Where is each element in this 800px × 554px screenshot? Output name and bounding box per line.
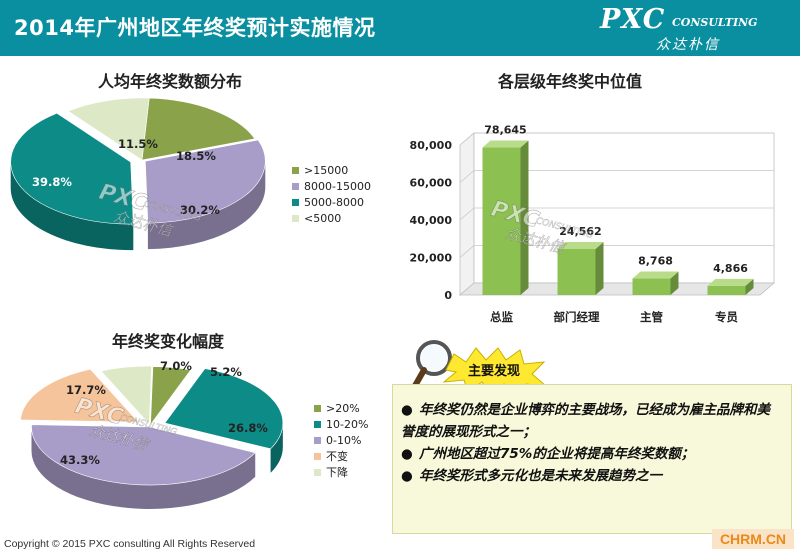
legend-label-1: 8000-15000 [304, 180, 371, 193]
pie-slice-0 [141, 97, 256, 161]
pie-label-2: 43.3% [60, 453, 100, 467]
bar-value-label: 8,768 [638, 255, 673, 268]
y-tick-label: 20,000 [410, 252, 453, 265]
bar-top-3 [707, 278, 754, 286]
pie-label-0: 5.2% [210, 365, 242, 379]
bar-2 [632, 278, 671, 295]
pie-slice-side [10, 162, 134, 251]
findings-badge-label: 主要发现 [468, 363, 520, 379]
header-bar: 2014年广州地区年终奖预计实施情况 PXC CONSULTING 众达朴信 [0, 0, 800, 56]
pie2-title: 年终奖变化幅度 [112, 332, 225, 351]
pie-slice-0 [150, 366, 192, 426]
y-tick-label: 0 [444, 289, 452, 302]
bar-1 [557, 248, 596, 295]
bar-side-1 [595, 241, 604, 295]
pie-slice-side [270, 423, 283, 473]
legend-label-0: >15000 [304, 164, 348, 177]
legend-label-2: 5000-8000 [304, 196, 364, 209]
bar-side-0 [520, 140, 529, 295]
bar-value-label: 4,866 [713, 262, 748, 275]
gridline [459, 170, 774, 183]
bar-value-label: 78,645 [484, 124, 526, 137]
legend-label-3: <5000 [304, 212, 341, 225]
y-tick-label: 80,000 [410, 139, 453, 152]
finding-item: ● 年终奖仍然是企业博弈的主要战场，已经成为雇主品牌和美誉度的展现形式之一； [401, 399, 783, 443]
gridline [459, 207, 774, 221]
legend-swatch-2 [292, 199, 299, 206]
bar-title: 各层级年终奖中位值 [498, 72, 643, 91]
legend-swatch-1 [292, 183, 299, 190]
brand-sub: CONSULTING [672, 16, 758, 29]
legend-swatch-0 [314, 405, 321, 412]
pie-chart-bonus-amount: 18.5% 30.2% 39.8% 11.5% >15000 8000-15000 5000… [10, 97, 371, 251]
brand-name: PXC [600, 4, 666, 35]
site-badge: CHRM.CN [712, 529, 794, 549]
bar-side-3 [745, 278, 754, 295]
legend-label-4: 下降 [326, 465, 348, 479]
y-tick-label: 60,000 [410, 177, 453, 190]
legend-swatch-4 [314, 469, 321, 476]
bar-3 [707, 285, 746, 295]
copyright: Copyright © 2015 PXC consulting All Righ… [4, 538, 256, 550]
gridline [459, 245, 774, 258]
pie-label-1: 30.2% [180, 203, 220, 217]
pie-label-0: 18.5% [176, 149, 216, 163]
pie-slice-2 [10, 112, 134, 225]
x-tick-label: 部门经理 [554, 310, 600, 324]
bar-0 [482, 147, 521, 295]
pie-slice-1 [164, 368, 284, 450]
bar-top-2 [632, 271, 679, 279]
pie-slice-3 [20, 368, 140, 423]
bar-value-label: 24,562 [559, 225, 601, 238]
pie-label-3: 17.7% [66, 383, 106, 397]
pie-slice-3 [67, 97, 150, 161]
y-tick-label: 40,000 [410, 214, 453, 227]
pie-slice-1 [144, 139, 266, 224]
legend-label-0: >20% [326, 402, 360, 415]
legend-swatch-3 [314, 453, 321, 460]
bullet-icon: ● [401, 446, 413, 462]
pie-slice-4 [100, 365, 152, 425]
gridline [459, 132, 774, 146]
brand-cn: 众达朴信 [656, 37, 720, 53]
bar-side-2 [670, 271, 679, 295]
pie-slice-side [31, 426, 256, 509]
legend-label-1: 10-20% [326, 418, 368, 431]
bullet-icon: ● [401, 402, 413, 418]
legend-label-3: 不变 [326, 449, 348, 463]
legend-swatch-1 [314, 421, 321, 428]
bar-top-1 [557, 241, 604, 249]
finding-item: ● 广州地区超过75%的企业将提高年终奖数额； [401, 443, 783, 465]
legend-label-2: 0-10% [326, 434, 361, 447]
legend-swatch-3 [292, 215, 299, 222]
x-tick-label: 总监 [490, 310, 513, 324]
pie-label-4: 7.0% [160, 359, 192, 373]
findings-box: ● 年终奖仍然是企业博弈的主要战场，已经成为雇主品牌和美誉度的展现形式之一； ● 广… [392, 384, 792, 534]
pie-label-3: 11.5% [118, 137, 158, 151]
pie-label-1: 26.8% [228, 421, 268, 435]
brand-logo: PXC CONSULTING 众达朴信 [600, 4, 790, 53]
pie1-title: 人均年终奖数额分布 [98, 72, 243, 91]
legend-swatch-2 [314, 437, 321, 444]
legend-swatch-0 [292, 167, 299, 174]
x-tick-label: 专员 [715, 310, 738, 324]
page-title: 2014年广州地区年终奖预计实施情况 [14, 16, 376, 40]
x-tick-label: 主管 [640, 310, 663, 324]
pie-slice-2 [31, 424, 256, 486]
finding-item: ● 年终奖形式多元化也是未来发展趋势之一 [401, 465, 783, 487]
pie-label-2: 39.8% [32, 175, 72, 189]
pie-slice-side [147, 161, 266, 250]
pie-chart-bonus-change: 5.2% 26.8% 43.3% 17.7% 7.0% >20% 10-20% 0-10% 不变… [20, 359, 368, 509]
bullet-icon: ● [401, 468, 413, 484]
bar-chart-median-bonus: 0 20,000 40,000 60,000 80,000 78,645 总监 24,562 部… [410, 124, 776, 324]
bar-top-0 [482, 140, 529, 148]
